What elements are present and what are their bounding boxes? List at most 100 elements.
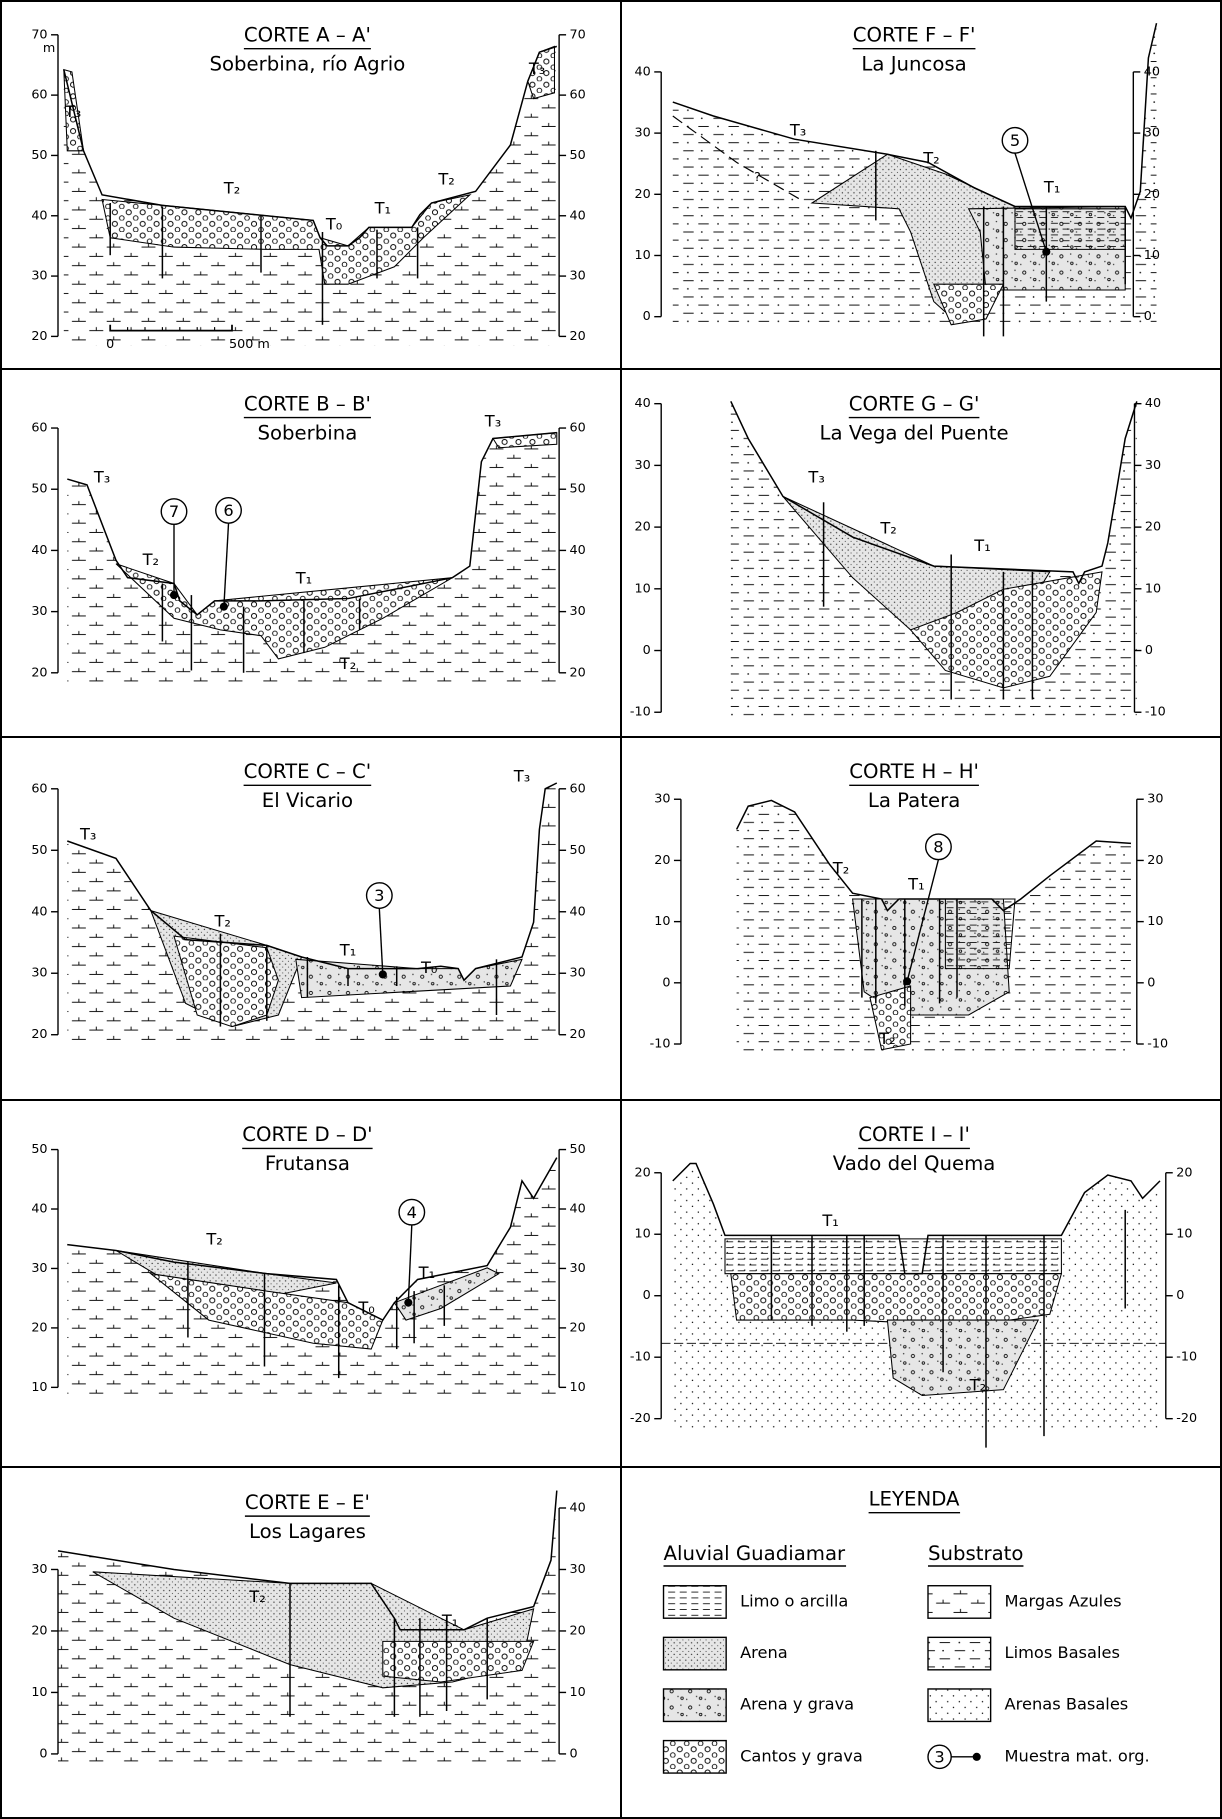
section: 3020100-103020100-10CORTE H – H'La Pater… [650,760,1168,1053]
section-subtitle: Soberbina [257,421,357,444]
terrace-label: T₂ [248,1587,265,1606]
axis-tick-label: 20 [31,329,47,344]
terrace-label: T₃ [789,121,806,140]
axis-tick-label: 20 [31,1027,47,1042]
axis-tick-label: -10 [1145,705,1166,720]
page: 706050403020706050403020mCORTE A – A'Sob… [0,0,1222,1819]
section-title: CORTE C – C' [244,760,372,783]
axis-tick-label: 10 [654,914,670,929]
section-subtitle: Frutansa [265,1152,350,1175]
sample-dot [903,977,911,985]
axis-tick-label: 40 [31,208,47,223]
axis-unit: m [43,41,55,56]
terrace-label: T₀ [357,1298,374,1317]
axis-tick-label: 20 [31,665,47,680]
terrace-label: T₂ [142,550,159,569]
section-subtitle: El Vicario [262,789,353,812]
terrace-label: T₀ [325,215,342,234]
axis-tick-label: 30 [31,1562,47,1577]
sample-number: 7 [169,502,179,521]
terrace-label: T₁ [339,941,356,960]
axis-tick-label: 0 [643,643,651,658]
axis-tick-label: 0 [1144,309,1152,324]
axis-tick-label: 0 [1147,975,1155,990]
axis-tick-label: 40 [570,904,586,919]
axis-tick-label: 50 [570,1142,586,1157]
axis-tick-label: 20 [654,853,670,868]
alluvial-body [1015,209,1125,250]
terrace-label: T₂ [437,169,454,188]
terrace-label: T₁ [907,875,924,894]
terrace-label: T₃ [64,102,81,121]
axis-tick-label: 50 [570,148,586,163]
terrace-label: T₀ [420,958,437,977]
axis-tick-label: 20 [570,665,586,680]
axis-tick-label: 0 [643,309,651,324]
axis-tick-label: 70 [31,27,47,42]
terrace-label: T₂ [969,1376,986,1395]
axis-tick-label: 20 [31,1623,47,1638]
axis-tick-label: 60 [570,421,586,436]
section-subtitle: La Juncosa [861,52,966,75]
section-title: CORTE F – F' [853,23,976,46]
axis-tick-label: 30 [1145,458,1161,473]
axis-tick-label: 30 [31,604,47,619]
section-title: CORTE D – D' [242,1123,372,1146]
scale-bar-label: 500 m [229,337,270,352]
axis-tick-label: 20 [1176,1165,1192,1180]
terrace-label: T₂ [223,179,240,198]
sample-dot [220,603,228,611]
legend-item: Arena y grava [740,1695,854,1714]
axis-tick-label: 20 [570,1027,586,1042]
axis-tick-label: 10 [1145,581,1161,596]
axis-tick-label: 30 [635,126,651,141]
axis-tick-label: 30 [570,269,586,284]
axis-tick-label: 70 [570,27,586,42]
sample-leader [224,523,229,607]
axis-tick-label: 20 [570,1320,586,1335]
legend-swatch [664,1586,727,1618]
axis-tick-label: 40 [570,208,586,223]
axis-tick-label: 0 [570,1746,578,1761]
section: 403020100403020100CORTE F – F'La Juncosa… [635,23,1160,336]
legend-swatch [928,1586,991,1618]
section-title: CORTE B – B' [244,392,371,415]
axis-tick-label: 60 [31,781,47,796]
axis-tick-label: 30 [570,966,586,981]
sample-number: 6 [223,501,233,520]
axis-tick-label: 20 [635,1165,651,1180]
alluvial-body [731,1274,1062,1326]
axis-tick-label: 30 [31,1261,47,1276]
section: 403020100-10403020100-10CORTE G – G'La V… [630,392,1166,721]
terrace-label: T₁ [1043,177,1060,196]
terrace-label: T₃ [513,767,530,786]
axis-tick-label: -20 [630,1411,651,1426]
section-subtitle: Los Lagares [249,1520,366,1543]
axis-tick-label: 10 [31,1380,47,1395]
axis-tick-label: 10 [635,248,651,263]
axis-tick-label: 0 [643,1288,651,1303]
axis-tick-label: 60 [570,781,586,796]
axis-tick-label: 30 [635,458,651,473]
legend-item: Arena [740,1643,788,1662]
axis-tick-label: 50 [570,482,586,497]
legend-item: Arenas Basales [1005,1695,1129,1714]
substrate [64,46,557,345]
axis-tick-label: 40 [31,543,47,558]
sample-dot [404,1299,412,1307]
terrace-label: T₂ [922,148,939,167]
legend-item: Limo o arcilla [740,1591,848,1610]
legend-item: Margas Azules [1005,1591,1122,1610]
axis-tick-label: 10 [570,1380,586,1395]
axis-tick-label: 10 [635,581,651,596]
axis-tick-label: 50 [31,482,47,497]
section-title: CORTE A – A' [244,23,371,46]
figure: 706050403020706050403020mCORTE A – A'Sob… [0,0,1222,1819]
axis-tick-label: -10 [1147,1037,1168,1052]
axis-tick-label: 30 [570,1562,586,1577]
axis-tick-label: -10 [650,1037,671,1052]
sample-number: 3 [374,886,384,905]
